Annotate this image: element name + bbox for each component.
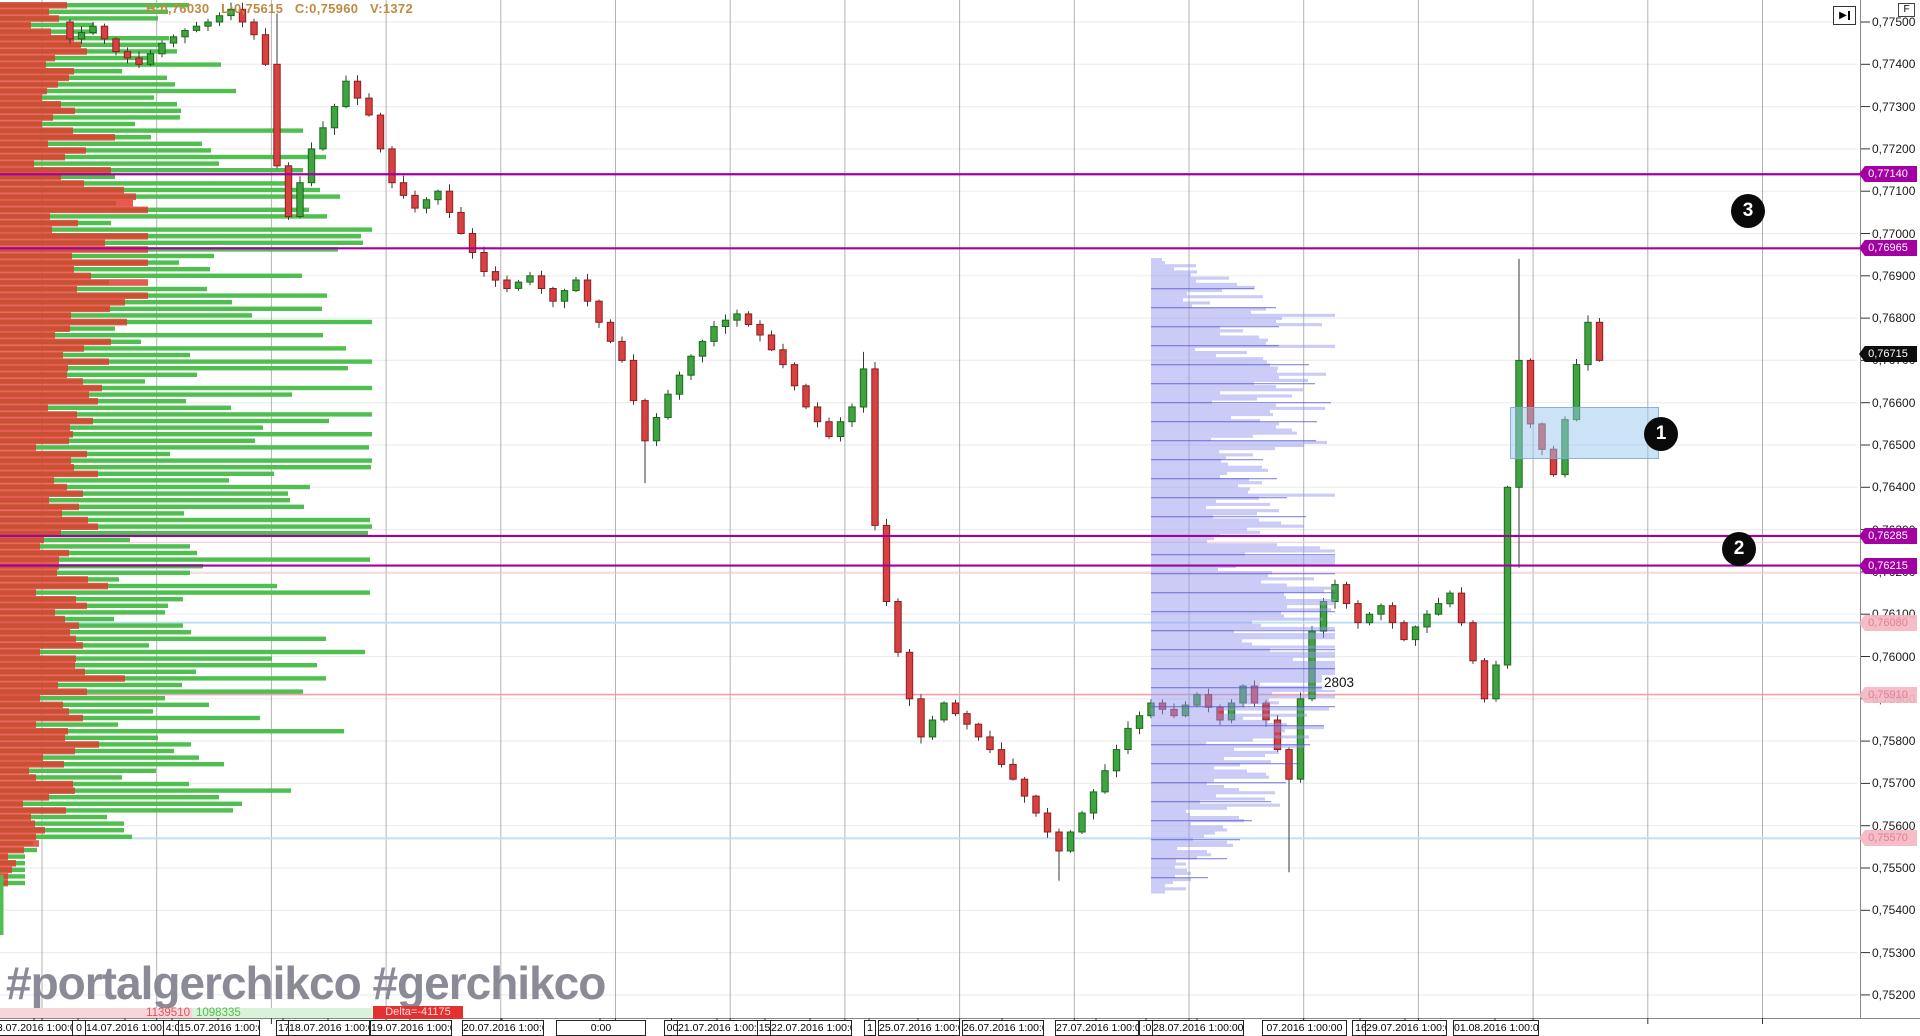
date-label: 19.07.2016 1:00:00 — [370, 1020, 452, 1036]
marker-circle-2[interactable]: 2 — [1722, 532, 1756, 566]
price-tick-label: 0,75800 — [1872, 734, 1916, 748]
fast-forward-button[interactable]: ▶ — [1833, 6, 1856, 25]
ohlc-readout: H:0,76030 L:0,75615 C:0,75960 V:1372 — [146, 1, 413, 16]
price-tick-label: 0,76000 — [1872, 650, 1916, 664]
profile-volume-note: 2803 — [1322, 675, 1357, 690]
price-tick-label: 0,77500 — [1872, 15, 1916, 29]
end-bar-icon — [1847, 11, 1850, 20]
date-label: 26.07.2016 1:00:00 — [962, 1020, 1044, 1036]
price-tick-label: 0,77300 — [1872, 100, 1916, 114]
date-label: 0 — [72, 1020, 86, 1036]
price-tick-label: 0,76800 — [1872, 311, 1916, 325]
marker-circle-3[interactable]: 3 — [1731, 194, 1765, 228]
price-tick-label: 0,76600 — [1872, 396, 1916, 410]
date-label: 07.2016 1:00:00 — [1262, 1020, 1347, 1036]
price-tick-label: 0,77000 — [1872, 227, 1916, 241]
price-tick-label: 0,75600 — [1872, 819, 1916, 833]
play-icon: ▶ — [1839, 10, 1847, 21]
price-level-tag: 0,76080 — [1859, 615, 1917, 631]
date-label: 22.07.2016 1:00:00 — [770, 1020, 852, 1036]
price-tick-label: 0,75300 — [1872, 946, 1916, 960]
price-level-tag: 0,76715 — [1859, 346, 1917, 362]
marker-circle-1[interactable]: 1 — [1644, 417, 1678, 451]
price-tick-label: 0,75700 — [1872, 776, 1916, 790]
supply-zone-box[interactable] — [1510, 407, 1659, 459]
price-tick-label: 0,76500 — [1872, 438, 1916, 452]
price-level-tag: 0,76965 — [1859, 240, 1917, 256]
buy-volume-value: 1098335 — [196, 1007, 241, 1019]
price-tick-label: 0,77100 — [1872, 184, 1916, 198]
buy-volume-band — [192, 1008, 372, 1018]
date-label: 21.07.2016 1:00:00 — [677, 1020, 759, 1036]
price-level-tag: 0,76285 — [1859, 528, 1917, 544]
date-label: 13.07.2016 1:00:00 — [0, 1020, 80, 1036]
price-tick-label: 0,77200 — [1872, 142, 1916, 156]
price-tick-label: 0,77400 — [1872, 57, 1916, 71]
price-tick-label: 0,76900 — [1872, 269, 1916, 283]
price-level-tag: 0,75910 — [1859, 687, 1917, 703]
f-button[interactable]: F — [1898, 3, 1915, 17]
date-label: 15.07.2016 1:00:00 — [178, 1020, 260, 1036]
date-label: 29.07.2016 1:00:00 — [1365, 1020, 1447, 1036]
date-label: 20.07.2016 1:00:00 — [462, 1020, 544, 1036]
price-tick-label: 0,75200 — [1872, 988, 1916, 1002]
sell-volume-value: 1139510 — [146, 1007, 190, 1019]
watermark-hashtags: #portalgerchikco #gerchikco — [6, 957, 606, 1009]
price-tick-label: 0,75400 — [1872, 903, 1916, 917]
date-label: 1 — [864, 1020, 876, 1036]
price-tick-label: 0,76400 — [1872, 480, 1916, 494]
price-level-tag: 0,76215 — [1859, 558, 1917, 574]
price-level-tag: 0,77140 — [1859, 166, 1917, 182]
date-label: 27.07.2016 1:00:00 — [1055, 1020, 1139, 1036]
delta-badge: Delta=-41175 — [373, 1006, 463, 1019]
date-label: 18.07.2016 1:00:00 — [288, 1020, 370, 1036]
date-label: 14.07.2016 1:00:00 — [85, 1020, 167, 1036]
date-label: 0:00 — [556, 1020, 646, 1036]
date-label: 01.08.2016 1:00:00 — [1453, 1020, 1539, 1036]
sell-volume-band — [0, 1008, 192, 1018]
price-level-tag: 0,75570 — [1859, 830, 1917, 846]
date-label: 25.07.2016 1:00:00 — [878, 1020, 960, 1036]
price-tick-label: 0,75500 — [1872, 861, 1916, 875]
date-label: 28.07.2016 1:00:00 — [1152, 1020, 1244, 1036]
